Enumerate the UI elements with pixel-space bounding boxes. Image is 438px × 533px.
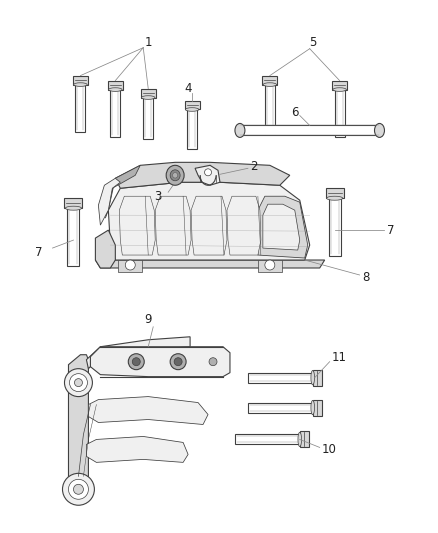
Polygon shape <box>95 230 115 268</box>
Circle shape <box>209 358 217 366</box>
Circle shape <box>63 473 95 505</box>
Ellipse shape <box>74 83 87 86</box>
Polygon shape <box>90 347 230 377</box>
Circle shape <box>125 260 135 270</box>
Polygon shape <box>106 165 140 218</box>
Bar <box>328 198 341 256</box>
Circle shape <box>74 378 82 386</box>
Text: 8: 8 <box>363 271 370 285</box>
Ellipse shape <box>109 88 122 91</box>
Ellipse shape <box>311 400 314 415</box>
Ellipse shape <box>235 124 245 138</box>
Polygon shape <box>86 437 188 462</box>
Text: 10: 10 <box>321 443 336 456</box>
Ellipse shape <box>65 206 81 210</box>
Circle shape <box>74 484 83 494</box>
Ellipse shape <box>263 83 276 86</box>
Polygon shape <box>155 196 191 255</box>
Ellipse shape <box>166 165 184 185</box>
Polygon shape <box>115 163 290 188</box>
Bar <box>75 85 85 132</box>
Text: 5: 5 <box>309 36 316 49</box>
FancyBboxPatch shape <box>262 76 277 85</box>
Text: 3: 3 <box>155 190 162 203</box>
Ellipse shape <box>173 173 178 178</box>
Bar <box>258 260 282 272</box>
Polygon shape <box>119 196 155 255</box>
Bar <box>248 373 313 383</box>
Bar <box>187 109 197 149</box>
FancyBboxPatch shape <box>108 80 123 90</box>
Circle shape <box>265 260 275 270</box>
FancyBboxPatch shape <box>73 76 88 85</box>
Ellipse shape <box>311 370 314 385</box>
Text: 2: 2 <box>250 160 258 173</box>
Bar <box>248 402 313 413</box>
Circle shape <box>132 358 140 366</box>
Bar <box>235 434 300 445</box>
Text: 7: 7 <box>388 224 395 237</box>
Polygon shape <box>263 204 300 250</box>
Polygon shape <box>258 196 308 258</box>
Circle shape <box>205 169 212 176</box>
Bar <box>110 90 120 138</box>
Ellipse shape <box>298 432 301 447</box>
Ellipse shape <box>333 88 346 91</box>
Bar <box>335 90 345 138</box>
Circle shape <box>70 374 88 392</box>
FancyBboxPatch shape <box>332 80 347 90</box>
Circle shape <box>170 354 186 370</box>
Polygon shape <box>108 182 310 260</box>
Bar <box>118 260 142 272</box>
Ellipse shape <box>327 196 343 200</box>
Text: 9: 9 <box>145 313 152 326</box>
Text: 7: 7 <box>35 246 42 259</box>
Text: 1: 1 <box>145 36 152 49</box>
Circle shape <box>128 354 144 370</box>
Polygon shape <box>195 165 220 185</box>
FancyBboxPatch shape <box>141 88 155 98</box>
FancyBboxPatch shape <box>300 432 309 447</box>
FancyBboxPatch shape <box>184 101 200 109</box>
Ellipse shape <box>374 124 385 138</box>
FancyBboxPatch shape <box>64 198 82 208</box>
Circle shape <box>174 358 182 366</box>
Ellipse shape <box>141 96 155 99</box>
FancyBboxPatch shape <box>313 400 321 416</box>
Bar <box>67 208 79 266</box>
FancyBboxPatch shape <box>326 188 343 198</box>
Ellipse shape <box>170 170 180 181</box>
Bar <box>240 125 379 135</box>
FancyBboxPatch shape <box>313 370 321 385</box>
Polygon shape <box>86 337 190 369</box>
Bar <box>143 98 153 140</box>
Circle shape <box>64 369 92 397</box>
Text: 6: 6 <box>291 106 299 119</box>
Text: 4: 4 <box>184 82 192 95</box>
Ellipse shape <box>185 108 199 111</box>
Polygon shape <box>95 260 325 268</box>
Bar <box>265 85 275 132</box>
Polygon shape <box>227 196 261 255</box>
Circle shape <box>68 479 88 499</box>
Text: 11: 11 <box>332 351 346 364</box>
Polygon shape <box>191 196 227 255</box>
Polygon shape <box>99 178 120 225</box>
Polygon shape <box>68 355 88 499</box>
Polygon shape <box>88 397 208 424</box>
